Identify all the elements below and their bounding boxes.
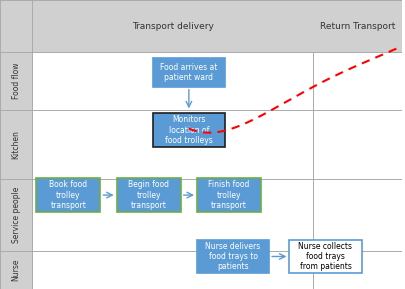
FancyBboxPatch shape	[197, 240, 269, 273]
Text: Nurse: Nurse	[12, 259, 21, 281]
Text: Transport delivery: Transport delivery	[132, 21, 214, 31]
FancyBboxPatch shape	[0, 0, 402, 52]
FancyBboxPatch shape	[153, 113, 225, 147]
FancyBboxPatch shape	[117, 178, 181, 212]
FancyBboxPatch shape	[32, 52, 402, 289]
Text: Book food
trolley
transport: Book food trolley transport	[49, 180, 87, 210]
Text: Monitors
location of
food trolleys: Monitors location of food trolleys	[165, 115, 213, 145]
Text: Return Transport: Return Transport	[320, 21, 395, 31]
Text: Food arrives at
patient ward: Food arrives at patient ward	[160, 62, 217, 82]
FancyBboxPatch shape	[289, 240, 362, 273]
Text: Nurse collects
food trays
from patients: Nurse collects food trays from patients	[298, 242, 352, 271]
Text: Begin food
trolley
transport: Begin food trolley transport	[128, 180, 169, 210]
Text: Food flow: Food flow	[12, 63, 21, 99]
FancyBboxPatch shape	[0, 52, 32, 289]
FancyBboxPatch shape	[197, 178, 261, 212]
FancyBboxPatch shape	[153, 58, 225, 87]
FancyBboxPatch shape	[36, 178, 100, 212]
Text: Kitchen: Kitchen	[12, 130, 21, 159]
Text: Service people: Service people	[12, 187, 21, 244]
Text: Finish food
trolley
transport: Finish food trolley transport	[208, 180, 250, 210]
Text: Nurse delivers
food trays to
patients: Nurse delivers food trays to patients	[205, 242, 261, 271]
